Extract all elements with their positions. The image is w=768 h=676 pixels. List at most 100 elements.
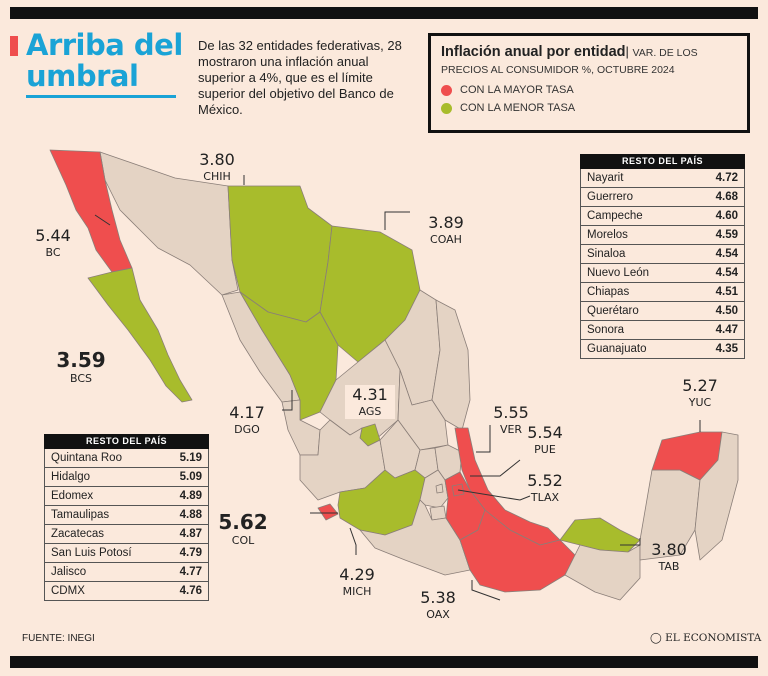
label-ver: 5.55 VER (488, 403, 534, 436)
row-value: 4.79 (179, 547, 202, 559)
row-value: 4.89 (179, 490, 202, 502)
row-state: San Luis Potosí (51, 547, 132, 559)
label-value: 3.80 (199, 150, 235, 169)
state-jal (299, 419, 386, 501)
row-state: Sonora (587, 324, 625, 336)
table-row: Nayarit 4.72 (580, 169, 745, 188)
label-abbr: BC (45, 246, 61, 259)
table-rest-right: RESTO DEL PAÍS Nayarit 4.72 Guerrero 4.68 … (580, 154, 745, 359)
row-state: Quintana Roo (51, 452, 122, 464)
state-tab (559, 517, 641, 553)
label-abbr: COL (231, 534, 255, 547)
state-cdmx (435, 483, 444, 494)
title-underline (26, 95, 176, 98)
row-value: 4.87 (179, 528, 202, 540)
label-abbr: COAH (430, 233, 462, 246)
label-tab: 3.80 TAB (643, 540, 695, 573)
label-value: 5.27 (682, 376, 718, 395)
table-row: Sonora 4.47 (580, 321, 745, 340)
label-abbr: PUE (534, 443, 556, 456)
row-state: Zacatecas (51, 528, 105, 540)
table-row: CDMX 4.76 (44, 582, 209, 601)
red-dot-icon (441, 84, 452, 96)
state-bcs (87, 267, 193, 403)
label-abbr: MICH (342, 585, 372, 598)
row-state: Morelos (587, 229, 628, 241)
table-row: Zacatecas 4.87 (44, 525, 209, 544)
table-row: Morelos 4.59 (580, 226, 745, 245)
table-row: San Luis Potosí 4.79 (44, 544, 209, 563)
row-state: Nayarit (587, 172, 624, 184)
label-chih: 3.80 CHIH (192, 150, 242, 183)
label-value: 4.29 (339, 565, 375, 584)
label-value: 5.62 (218, 510, 268, 534)
legend-item-highest: CON LA MAYOR TASA (441, 84, 737, 96)
label-value: 5.55 (493, 403, 529, 422)
label-abbr: YUC (688, 396, 712, 409)
row-state: Campeche (587, 210, 643, 222)
globe-icon: ◯ (650, 632, 662, 644)
label-value: 3.89 (428, 213, 464, 232)
label-abbr: TAB (658, 560, 680, 573)
bottom-bar (10, 656, 758, 668)
table-row: Guerrero 4.68 (580, 188, 745, 207)
intro-text: De las 32 entidades federativas, 28 most… (198, 38, 402, 117)
row-value: 4.72 (715, 172, 738, 184)
label-coah: 3.89 COAH (418, 213, 474, 246)
label-col: 5.62 COL (214, 512, 272, 546)
table-row: Quintana Roo 5.19 (44, 449, 209, 468)
label-yuc: 5.27 YUC (675, 376, 725, 409)
row-state: Hidalgo (51, 471, 90, 483)
row-state: Sinaloa (587, 248, 626, 260)
brand-name: EL ECONOMISTA (665, 632, 762, 644)
table-header: RESTO DEL PAÍS (44, 434, 209, 449)
label-pue: 5.54 PUE (520, 425, 570, 456)
label-value: 3.80 (651, 540, 687, 559)
legend-separator: | (625, 44, 629, 59)
row-value: 4.76 (179, 585, 202, 597)
label-abbr: VER (499, 423, 523, 436)
label-value: 4.17 (229, 403, 265, 422)
row-value: 4.60 (715, 210, 738, 222)
legend-label: CON LA MAYOR TASA (460, 84, 574, 96)
label-value: 5.38 (420, 588, 456, 607)
label-ags: 4.31 AGS (345, 385, 395, 419)
table-row: Querétaro 4.50 (580, 302, 745, 321)
row-value: 4.54 (715, 248, 738, 260)
table-row: Nuevo León 4.54 (580, 264, 745, 283)
label-abbr: OAX (426, 608, 450, 621)
label-bcs: 3.59 BCS (52, 350, 110, 384)
state-col (317, 503, 339, 521)
label-abbr: AGS (358, 405, 382, 418)
legend-box: Inflación anual por entidad| VAR. DE LOS… (428, 33, 750, 133)
row-state: Nuevo León (587, 267, 650, 279)
row-state: Guanajuato (587, 343, 647, 355)
row-value: 4.77 (179, 566, 202, 578)
state-qroo (694, 431, 739, 561)
label-value: 3.59 (56, 348, 106, 372)
legend-label: CON LA MENOR TASA (460, 102, 576, 114)
table-row: Sinaloa 4.54 (580, 245, 745, 264)
state-mor (429, 505, 447, 521)
state-chis (564, 544, 641, 601)
legend-item-lowest: CON LA MENOR TASA (441, 102, 737, 114)
row-value: 4.88 (179, 509, 202, 521)
row-value: 5.09 (179, 471, 202, 483)
legend-subtitle: VAR. DE LOS PRECIOS AL CONSUMIDOR %, OCT… (441, 47, 698, 76)
row-state: Tamaulipas (51, 509, 110, 521)
row-state: Querétaro (587, 305, 639, 317)
row-value: 4.68 (715, 191, 738, 203)
table-row: Edomex 4.89 (44, 487, 209, 506)
row-state: Jalisco (51, 566, 87, 578)
table-row: Guanajuato 4.35 (580, 340, 745, 359)
row-value: 4.51 (715, 286, 738, 298)
source-note: FUENTE: INEGI (22, 633, 95, 644)
table-row: Tamaulipas 4.88 (44, 506, 209, 525)
label-abbr: CHIH (203, 170, 231, 183)
top-bar (10, 7, 758, 19)
label-abbr: TLAX (530, 491, 560, 504)
table-header: RESTO DEL PAÍS (580, 154, 745, 169)
brand-logo: ◯ EL ECONOMISTA (650, 632, 761, 644)
